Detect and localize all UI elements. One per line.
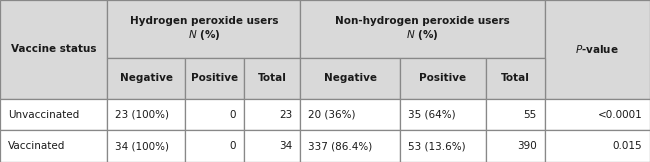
Text: 35 (64%): 35 (64%) [408, 110, 455, 120]
Text: Vaccinated: Vaccinated [8, 141, 65, 151]
Bar [185, 58, 244, 99]
Bar [244, 130, 300, 162]
Text: 55: 55 [524, 110, 537, 120]
Text: Vaccine status: Vaccine status [11, 44, 96, 54]
Bar [545, 0, 650, 99]
Text: Unvaccinated: Unvaccinated [8, 110, 79, 120]
Bar [0, 0, 107, 99]
Text: Negative: Negative [120, 73, 173, 83]
Text: 23: 23 [280, 110, 292, 120]
Bar [486, 58, 545, 99]
Text: Positive: Positive [419, 73, 467, 83]
Bar [300, 0, 545, 58]
Bar [300, 130, 400, 162]
Bar [545, 130, 650, 162]
Text: 34 (100%): 34 (100%) [115, 141, 169, 151]
Text: Negative: Negative [324, 73, 376, 83]
Bar [107, 58, 185, 99]
Text: Hydrogen peroxide users
$N$ (%): Hydrogen peroxide users $N$ (%) [129, 16, 278, 42]
Text: 0: 0 [229, 141, 236, 151]
Text: 34: 34 [280, 141, 292, 151]
Bar [107, 0, 300, 58]
Bar [400, 99, 486, 130]
Text: 0.015: 0.015 [612, 141, 642, 151]
Bar [244, 99, 300, 130]
Bar [0, 99, 107, 130]
Bar [486, 130, 545, 162]
Bar [244, 58, 300, 99]
Text: Total: Total [501, 73, 530, 83]
Bar [300, 99, 400, 130]
Bar [0, 130, 107, 162]
Text: 337 (86.4%): 337 (86.4%) [308, 141, 372, 151]
Bar [107, 99, 185, 130]
Bar [400, 130, 486, 162]
Bar [400, 58, 486, 99]
Bar [486, 99, 545, 130]
Text: Positive: Positive [191, 73, 238, 83]
Bar [300, 58, 400, 99]
Bar [185, 130, 244, 162]
Text: 390: 390 [517, 141, 537, 151]
Text: 23 (100%): 23 (100%) [115, 110, 169, 120]
Text: Total: Total [257, 73, 287, 83]
Bar [185, 99, 244, 130]
Text: $P$-value: $P$-value [575, 43, 619, 55]
Text: 20 (36%): 20 (36%) [308, 110, 356, 120]
Text: 0: 0 [229, 110, 236, 120]
Text: <0.0001: <0.0001 [597, 110, 642, 120]
Text: 53 (13.6%): 53 (13.6%) [408, 141, 465, 151]
Text: Non-hydrogen peroxide users
$N$ (%): Non-hydrogen peroxide users $N$ (%) [335, 16, 510, 42]
Bar [107, 130, 185, 162]
Bar [545, 99, 650, 130]
